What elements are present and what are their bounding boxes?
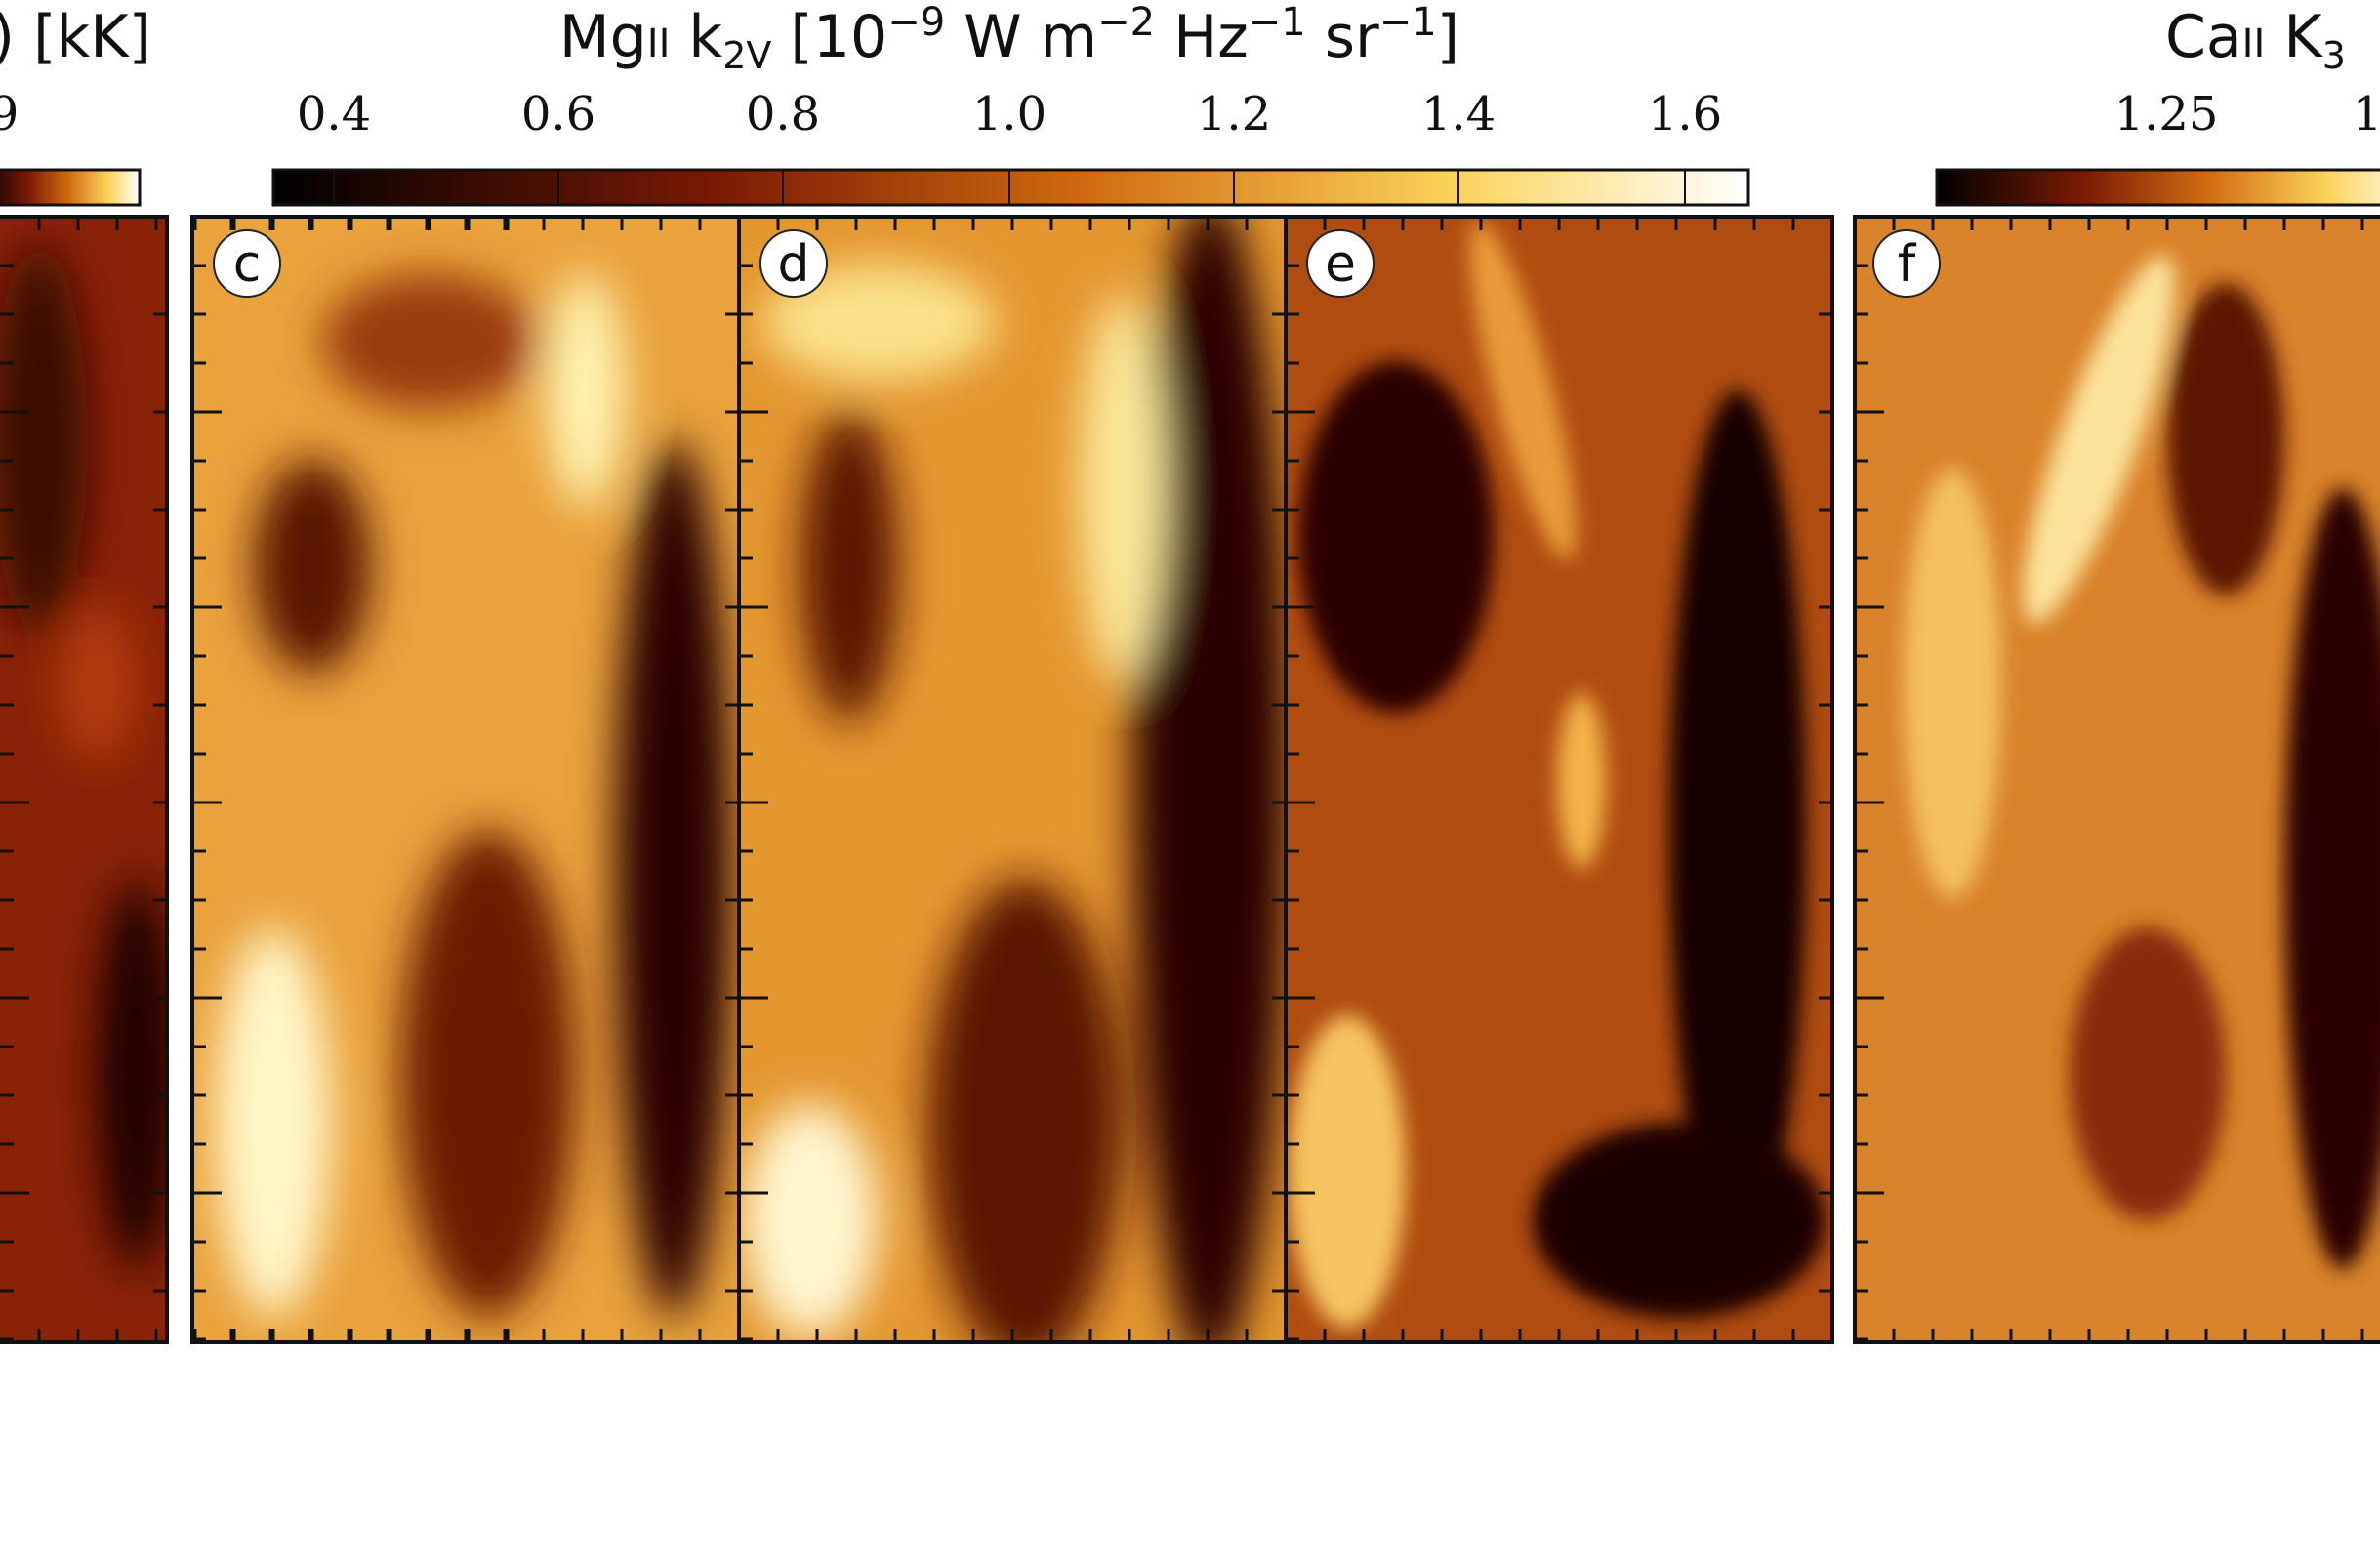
letter-badge	[1872, 229, 1941, 298]
colorbar-label: ) [kK]	[0, 3, 151, 71]
image-panel	[739, 217, 1286, 1342]
axis-ticks	[0, 217, 2364, 1342]
colorbar-tick-label: 1	[2353, 87, 2380, 142]
colorbar-tick-label: 1.4	[1421, 87, 1496, 142]
colorbar-tick-label: 0.8	[746, 87, 820, 142]
letter-badge	[759, 229, 828, 298]
image-panel	[0, 217, 167, 1342]
panel-letter: f	[1898, 235, 1917, 294]
panel-letter: c	[233, 235, 262, 294]
colorbar	[0, 168, 142, 207]
panel-letters: c d e f	[213, 229, 1941, 298]
colorbar	[271, 168, 1750, 207]
colorbar-tick-label: 1.25	[2114, 87, 2219, 142]
colorbar-label: MgII k2V [10−9 W m−2 Hz−1 sr−1]	[559, 0, 1459, 77]
letter-badge	[213, 229, 281, 298]
colorbar-tick-label: 9	[0, 87, 19, 142]
image-panel	[1855, 217, 2380, 1342]
image-panel	[192, 217, 739, 1342]
colorbar	[1935, 168, 2380, 207]
colorbar-tick-label: 1.2	[1197, 87, 1271, 142]
panel-letter: d	[777, 235, 809, 294]
colorbar-label: CaII K3	[2165, 3, 2346, 77]
letter-badge	[1306, 229, 1375, 298]
colorbar-tick-label: 0.6	[521, 87, 595, 142]
colorbar-tick-label: 0.4	[297, 87, 371, 142]
colorbar-tick-label: 1.0	[972, 87, 1046, 142]
panel-letter: e	[1325, 235, 1356, 294]
image-panel	[1286, 217, 1832, 1342]
colorbar-tick-label: 1.6	[1648, 87, 1722, 142]
